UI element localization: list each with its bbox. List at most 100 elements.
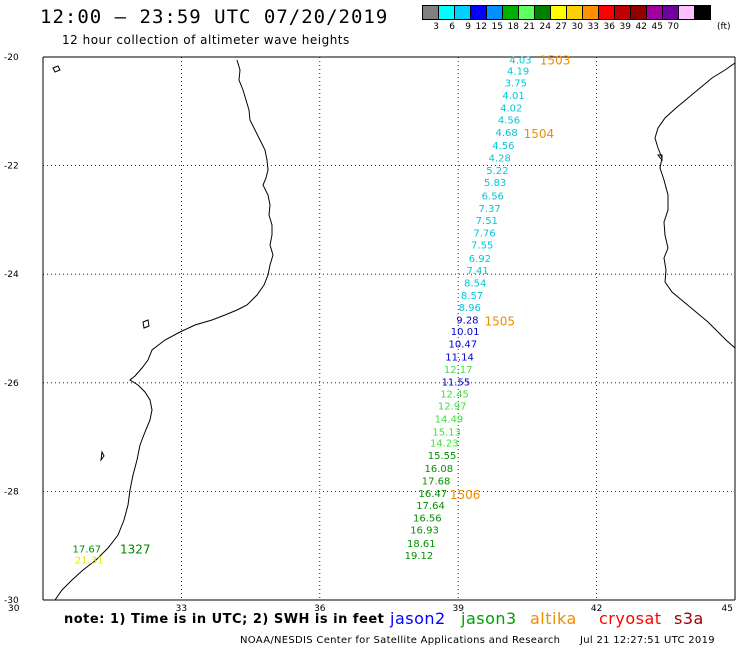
wave-height-reading: 4.19 [507,67,529,78]
longitude-tick-label: 42 [591,604,602,614]
latitude-tick-label: -24 [4,270,19,280]
color-scale-unit: (ft) [717,22,731,32]
scale-label: 27 [555,22,567,32]
wave-height-reading: 4.56 [498,115,520,126]
scale-label: 42 [635,22,647,32]
map-title: 12:00 – 23:59 UTC 07/20/2019 [40,6,389,28]
scale-label: 24 [539,22,551,32]
coastline [52,59,736,601]
wave-height-reading: 16.93 [410,525,439,536]
wave-height-reading: 4.56 [492,141,514,152]
wave-height-reading: 17.64 [416,501,445,512]
wave-height-reading: 19.12 [405,551,434,562]
scale-label: 9 [465,22,471,32]
wave-height-reading: 8.96 [459,303,481,314]
wave-height-reading: 18.61 [407,539,436,550]
axis-ticks: 30 33 36 39 42 45 -20 -22 -24 -26 -28 -30 [4,53,733,614]
wave-height-reading: 6.56 [482,191,504,202]
madagascar-coastline [654,62,736,349]
orbit-pass-label: 1503 [540,54,571,68]
generated-timestamp: Jul 21 12:27:51 UTC 2019 [580,635,715,646]
latitude-tick-label: -22 [4,162,19,172]
wave-height-reading: 4.68 [496,128,518,139]
wave-height-reading: 16.08 [425,464,454,475]
wave-height-reading: 8.54 [464,278,486,289]
wave-height-reading: 10.47 [448,340,477,351]
wave-height-readings: 4.034.193.754.014.024.564.684.564.285.22… [73,56,532,567]
satellite-s3a: s3a [674,609,704,628]
satellite-altika: altika [530,609,577,628]
wave-height-reading: 12.97 [438,402,467,413]
wave-height-reading: 4.01 [502,91,524,102]
wave-height-reading: 3.75 [505,79,527,90]
wave-height-reading: 7.37 [478,204,500,215]
longitude-tick-label: 39 [452,604,464,614]
orbit-pass-label: 1506 [450,488,481,502]
wave-height-reading: 16.47 [419,489,448,500]
wave-height-reading: 6.92 [469,254,491,265]
map-grid [42,56,736,601]
scale-label: 36 [603,22,615,32]
satellite-cryosat: cryosat [599,609,662,628]
scale-label: 12 [475,22,487,32]
scale-label: 39 [619,22,631,32]
wave-height-reading: 4.03 [509,56,531,67]
wave-height-reading: 16.56 [413,513,442,524]
longitude-tick-label: 30 [8,604,20,614]
longitude-tick-label: 36 [314,604,326,614]
satellite-jason3: jason3 [461,609,517,628]
latitude-tick-label: -28 [4,487,19,497]
wave-height-reading: 8.57 [461,291,483,302]
color-scale-bar [422,5,711,20]
scale-label: 18 [507,22,519,32]
wave-height-reading: 7.41 [466,266,488,277]
coastal-islet [100,450,105,462]
credit-line: NOAA/NESDIS Center for Satellite Applica… [240,635,561,646]
coastal-islet [52,65,61,73]
latitude-tick-label: -26 [4,379,19,389]
scale-swatch [694,5,711,20]
wave-height-reading: 4.28 [489,153,511,164]
latitude-tick-label: -20 [4,53,19,63]
coastal-islet [142,319,150,329]
scale-label: 70 [667,22,679,32]
wave-height-reading: 15.55 [428,451,457,462]
wave-height-reading: 14.49 [435,415,464,426]
wave-height-reading: 7.55 [471,240,493,251]
wave-height-reading: 12.45 [440,390,469,401]
scale-label: 45 [651,22,663,32]
wave-height-reading: 15.13 [432,428,461,439]
wave-height-reading: 5.22 [486,166,508,177]
scale-label: 21 [523,22,535,32]
mozambique-coastline [54,59,274,601]
wave-height-reading: 7.51 [476,216,498,227]
footer-note: note: 1) Time is in UTC; 2) SWH is in fe… [64,612,385,627]
wave-height-reading: 17.68 [422,477,451,488]
longitude-tick-label: 33 [176,604,187,614]
wave-height-reading: 5.83 [484,178,506,189]
scale-label: 33 [587,22,599,32]
wave-height-reading: 7.76 [473,228,495,239]
wave-height-reading: 11.14 [445,353,474,364]
wave-height-reading: 17.67 [73,544,102,555]
scale-label: 6 [449,22,455,32]
coastal-islet [656,154,663,162]
wave-height-reading: 12.17 [444,365,473,376]
wave-height-reading: 14.23 [430,439,459,450]
satellite-jason2: jason2 [390,609,446,628]
color-scale-labels: 3 6 9 12 15 18 21 24 27 30 33 36 39 42 45 70 [423,22,679,32]
wave-height-reading: 10.01 [451,327,480,338]
scale-label: 15 [491,22,503,32]
latitude-tick-label: -30 [4,596,19,606]
wave-height-reading: 4.02 [500,103,522,114]
scale-label: 30 [571,22,583,32]
orbit-pass-labels: 1503 1504 1505 1506 1327 [120,54,570,557]
orbit-pass-label: 1327 [120,542,151,556]
orbit-pass-label: 1505 [484,314,515,328]
orbit-pass-label: 1504 [524,127,555,141]
map-subtitle: 12 hour collection of altimeter wave hei… [62,33,350,47]
wave-height-reading: 11.55 [442,378,471,389]
longitude-tick-label: 45 [722,604,733,614]
scale-label: 3 [433,22,439,32]
